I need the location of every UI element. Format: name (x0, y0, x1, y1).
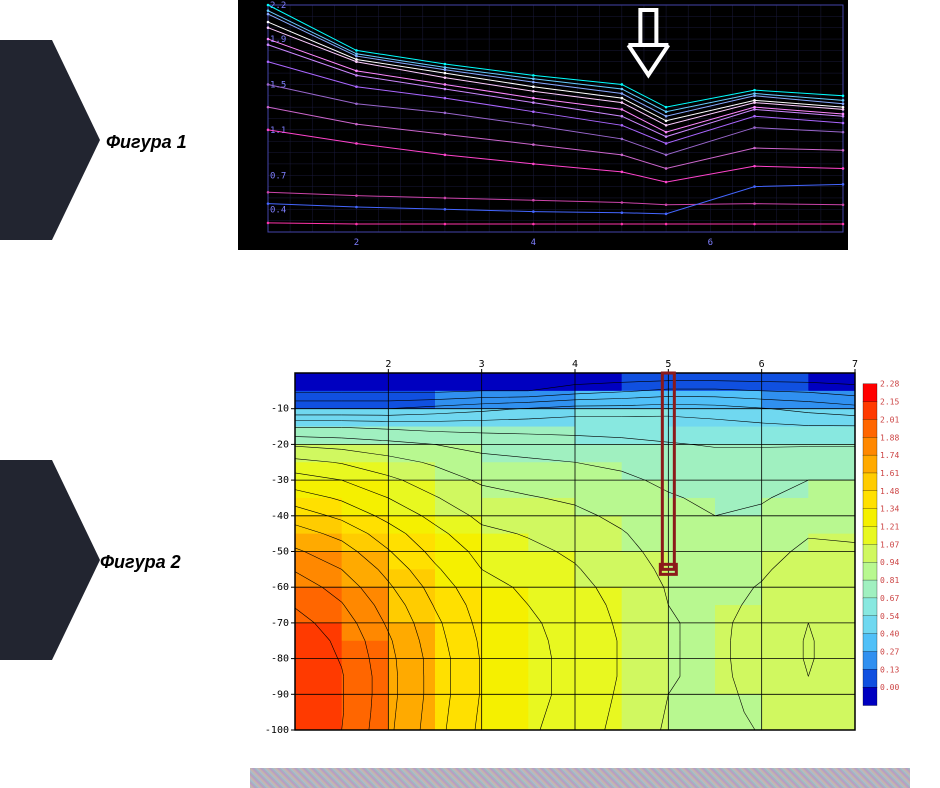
svg-text:1.48: 1.48 (880, 487, 899, 496)
svg-text:2: 2 (354, 238, 359, 248)
chevron-1 (0, 40, 100, 240)
svg-text:1.34: 1.34 (880, 505, 899, 514)
svg-text:0.81: 0.81 (880, 576, 899, 585)
svg-text:2.01: 2.01 (880, 415, 899, 424)
line-chart: 2460.40.71.11.51.92.2 (238, 0, 848, 250)
svg-text:4: 4 (572, 359, 578, 370)
svg-text:-40: -40 (271, 511, 289, 522)
svg-text:-60: -60 (271, 582, 289, 593)
svg-text:0.40: 0.40 (880, 630, 899, 639)
fig1-label: Фигура 1 (106, 132, 187, 153)
svg-text:0.7: 0.7 (270, 171, 286, 181)
svg-text:1.9: 1.9 (270, 35, 286, 45)
svg-text:3: 3 (479, 359, 485, 370)
svg-text:2.28: 2.28 (880, 380, 899, 389)
svg-text:-80: -80 (271, 654, 289, 665)
svg-text:1.74: 1.74 (880, 451, 899, 460)
svg-text:-10: -10 (271, 404, 289, 415)
svg-text:0.54: 0.54 (880, 612, 899, 621)
svg-text:2: 2 (385, 359, 391, 370)
svg-text:2.15: 2.15 (880, 398, 899, 407)
contour-chart-svg: 2 3 4 5 6 7 -10 -20 -30 -40 -50 -60 -70 -80 -90 -100 2.2… (250, 355, 910, 735)
svg-text:-90: -90 (271, 689, 289, 700)
contour-chart: 2 3 4 5 6 7 -10 -20 -30 -40 -50 -60 -70 -80 -90 -100 2.2… (250, 355, 910, 735)
svg-text:5: 5 (665, 359, 671, 370)
fig2-label: Фигура 2 (100, 552, 181, 573)
svg-text:0.67: 0.67 (880, 594, 899, 603)
line-chart-svg: 2460.40.71.11.51.92.2 (238, 0, 848, 250)
svg-text:-50: -50 (271, 547, 289, 558)
svg-text:-30: -30 (271, 475, 289, 486)
svg-text:0.94: 0.94 (880, 558, 899, 567)
svg-text:0.13: 0.13 (880, 665, 899, 674)
chevron-2 (0, 460, 100, 660)
svg-text:2.2: 2.2 (270, 1, 286, 11)
svg-text:7: 7 (852, 359, 858, 370)
svg-text:1.88: 1.88 (880, 433, 899, 442)
svg-text:0.27: 0.27 (880, 647, 899, 656)
svg-text:-70: -70 (271, 618, 289, 629)
svg-text:-20: -20 (271, 439, 289, 450)
svg-text:1.61: 1.61 (880, 469, 899, 478)
svg-text:0.4: 0.4 (270, 205, 286, 215)
svg-text:0.00: 0.00 (880, 683, 899, 692)
svg-text:1.07: 1.07 (880, 540, 899, 549)
noise-strip (250, 768, 910, 788)
svg-text:4: 4 (531, 238, 536, 248)
svg-text:6: 6 (708, 238, 713, 248)
svg-text:1.21: 1.21 (880, 523, 899, 532)
svg-text:6: 6 (759, 359, 765, 370)
svg-text:-100: -100 (265, 725, 289, 735)
